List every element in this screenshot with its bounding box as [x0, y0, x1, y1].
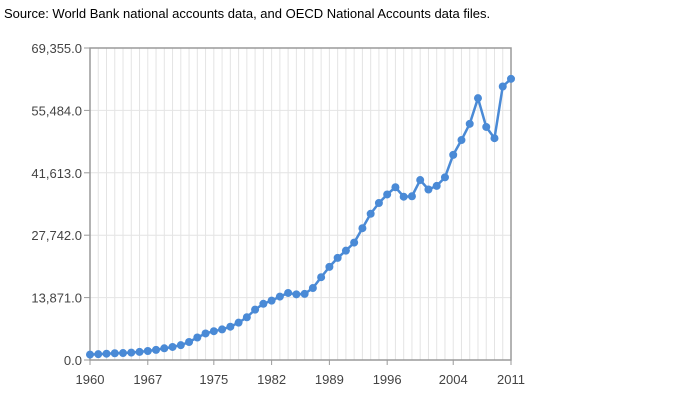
data-point [242, 313, 251, 322]
x-tick-label: 2004 [439, 372, 468, 387]
data-point [86, 350, 94, 359]
data-point [317, 273, 326, 282]
data-point [185, 338, 194, 347]
data-point [168, 342, 177, 351]
data-point [127, 348, 136, 357]
data-point [234, 318, 243, 327]
y-tick-label: 55,484.0 [31, 103, 82, 118]
data-point [251, 305, 260, 314]
data-point [473, 94, 482, 103]
data-point [143, 347, 152, 356]
data-point [267, 296, 276, 305]
y-tick-label: 41,613.0 [31, 166, 82, 181]
data-point [300, 289, 309, 298]
x-tick-label: 1982 [257, 372, 286, 387]
y-tick-label: 27,742.0 [31, 228, 82, 243]
data-point [465, 119, 474, 128]
x-tick-label: 1967 [133, 372, 162, 387]
data-point [449, 150, 458, 159]
data-point [308, 284, 317, 293]
data-point [119, 349, 128, 358]
data-point [176, 341, 185, 350]
y-tick-label: 13,871.0 [31, 291, 82, 306]
data-point [490, 134, 499, 143]
data-point [209, 327, 218, 336]
data-point [275, 292, 284, 301]
source-note: Source: World Bank national accounts dat… [4, 6, 491, 21]
data-point [325, 262, 334, 271]
data-point [416, 176, 425, 185]
data-point [383, 190, 392, 199]
data-point [152, 345, 161, 354]
data-point [259, 299, 268, 308]
y-tick-label: 69,355.0 [31, 41, 82, 56]
x-tick-label: 2011 [497, 372, 525, 387]
plot-frame [89, 47, 512, 361]
data-point [457, 136, 466, 145]
data-point [374, 198, 383, 207]
data-point [424, 185, 433, 194]
x-tick-label: 1996 [373, 372, 402, 387]
series-line [89, 77, 512, 356]
data-point [341, 246, 350, 255]
data-point [201, 329, 210, 338]
data-point [333, 253, 342, 262]
data-point [507, 74, 515, 83]
data-point [218, 325, 227, 334]
data-point [498, 82, 507, 91]
data-point [350, 238, 359, 247]
x-tick-label: 1960 [76, 372, 105, 387]
data-point [292, 290, 301, 299]
data-point [284, 288, 293, 297]
data-point [399, 192, 408, 201]
data-point [440, 173, 449, 182]
data-point [482, 122, 491, 131]
data-point [160, 344, 169, 353]
x-tick-label: 1989 [315, 372, 344, 387]
data-point [366, 209, 375, 218]
data-point [94, 350, 103, 359]
data-point [135, 347, 144, 356]
data-point [391, 183, 400, 192]
data-point [102, 349, 111, 358]
data-point [358, 224, 367, 233]
x-tick-label: 1975 [199, 372, 228, 387]
data-point [110, 349, 119, 358]
data-point [193, 333, 202, 342]
data-point [407, 192, 416, 201]
y-tick-label: 0.0 [64, 353, 82, 368]
data-point [226, 322, 235, 331]
data-point [432, 181, 441, 190]
